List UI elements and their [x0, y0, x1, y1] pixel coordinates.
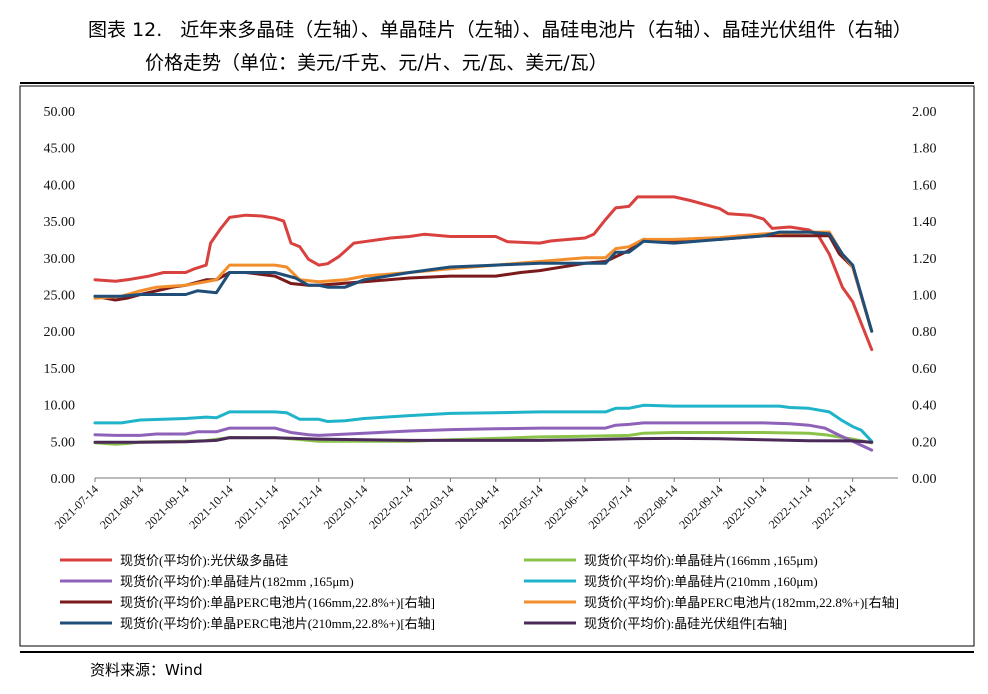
series-line-7 [93, 230, 874, 333]
left-axis-tick-label: 10.00 [44, 399, 76, 414]
right-axis-tick-label: 1.00 [912, 289, 937, 304]
x-axis-tick-label: 2022-05-14 [496, 482, 545, 531]
left-axis-tick-label: 15.00 [44, 362, 76, 377]
x-axis-tick-label: 2022-01-14 [321, 482, 370, 531]
figure-title-line1: 近年来多晶硅（左轴）、单晶硅片（左轴）、晶硅电池片（右轴）、晶硅光伏组件（右轴） [180, 19, 912, 41]
x-axis-tick-label: 2022-08-14 [631, 482, 680, 531]
x-axis-tick-label: 2022-07-14 [585, 482, 634, 531]
series-line-5 [93, 234, 874, 333]
legend-label-3: 现货价(平均价):单晶硅片(182mm ,165μm) [120, 574, 354, 589]
x-axis-tick-label: 2021-07-14 [52, 482, 101, 531]
left-axis-tick-label: 30.00 [44, 252, 76, 267]
legend-label-8: 现货价(平均价):晶硅光伏组件[右轴] [584, 616, 787, 631]
right-axis-tick-label: 1.60 [912, 178, 937, 193]
left-axis-tick-label: 50.00 [44, 105, 76, 120]
left-axis-tick-label: 40.00 [44, 178, 76, 193]
x-axis-tick-label: 2022-10-14 [720, 482, 769, 531]
right-axis-tick-label: 1.80 [912, 142, 937, 157]
series-line-3 [93, 421, 874, 452]
right-axis-tick-label: 2.00 [912, 105, 937, 120]
top-rule [20, 82, 974, 84]
legend-label-6: 现货价(平均价):单晶PERC电池片(182mm,22.8%+)[右轴] [584, 595, 899, 610]
chart-legend: 现货价(平均价):光伏级多晶硅 现货价(平均价):单晶硅片(166mm ,165μ… [60, 553, 899, 631]
figure-number: 图表 12. [88, 19, 163, 41]
x-axis-tick-label: 2022-03-14 [407, 482, 456, 531]
series-line-6 [93, 230, 874, 333]
legend-label-2: 现货价(平均价):单晶硅片(166mm ,165μm) [584, 553, 818, 568]
right-axis-tick-label: 0.40 [912, 399, 937, 414]
x-axis-tick-label: 2022-11-14 [766, 482, 815, 531]
right-axis-tick-label: 1.20 [912, 252, 937, 267]
legend-label-4: 现货价(平均价):单晶硅片(210mm ,160μm) [584, 574, 818, 589]
right-axis-tick-label: 0.60 [912, 362, 937, 377]
left-axis-tick-label: 20.00 [44, 325, 76, 340]
x-axis-tick-label: 2022-06-14 [542, 482, 591, 531]
right-axis-tick-label: 0.80 [912, 325, 937, 340]
left-axis-tick-label: 45.00 [44, 142, 76, 157]
x-axis-tick-label: 2021-10-14 [186, 482, 235, 531]
left-axis-tick-label: 0.00 [51, 472, 76, 487]
chart-frame [19, 85, 975, 647]
legend-label-7: 现货价(平均价):单晶PERC电池片(210mm,22.8%+)[右轴] [120, 616, 435, 631]
bottom-rule [20, 651, 974, 653]
right-axis-tick-label: 0.00 [912, 472, 937, 487]
x-axis-tick-label: 2021-11-14 [232, 482, 281, 531]
figure-title-line2: 价格走势（单位：美元/千克、元/片、元/瓦、美元/瓦） [145, 52, 608, 74]
chart-series-lines [93, 195, 874, 452]
legend-label-5: 现货价(平均价):单晶PERC电池片(166mm,22.8%+)[右轴] [120, 595, 435, 610]
x-axis-tick-label: 2021-12-14 [275, 482, 324, 531]
legend-label-1: 现货价(平均价):光伏级多晶硅 [120, 553, 288, 568]
x-axis-tick-label: 2021-09-14 [142, 482, 191, 531]
source-note: 资料来源：Wind [90, 661, 203, 679]
x-axis-tick-label: 2022-04-14 [452, 482, 501, 531]
x-axis-tick-label: 2021-08-14 [97, 482, 146, 531]
left-axis-tick-label: 5.00 [51, 435, 76, 450]
series-line-1 [93, 195, 874, 352]
left-axis-tick-label: 25.00 [44, 289, 76, 304]
x-axis-tick-label: 2022-09-14 [676, 482, 725, 531]
right-axis-tick-label: 0.20 [912, 435, 937, 450]
x-axis-tick-label: 2022-12-14 [809, 482, 858, 531]
price-line-chart: 0.00 5.00 10.00 15.00 20.00 25.00 30.00 35.00 40… [19, 85, 975, 647]
series-line-8 [93, 436, 874, 444]
left-axis-tick-label: 35.00 [44, 215, 76, 230]
series-line-4 [93, 403, 874, 443]
right-axis-tick-label: 1.40 [912, 215, 937, 230]
chart-axes: 0.00 5.00 10.00 15.00 20.00 25.00 30.00 35.00 40… [44, 105, 937, 532]
figure-title: 图表 12. 近年来多晶硅（左轴）、单晶硅片（左轴）、晶硅电池片（右轴）、晶硅光伏… [88, 14, 978, 80]
